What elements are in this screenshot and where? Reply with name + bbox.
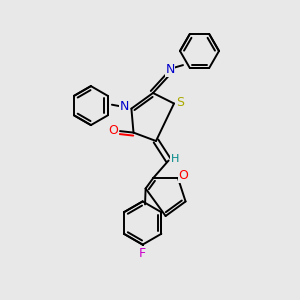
Text: H: H	[170, 154, 179, 164]
Text: F: F	[139, 247, 146, 260]
Text: S: S	[177, 95, 184, 109]
Text: O: O	[109, 124, 118, 137]
Text: O: O	[178, 169, 188, 182]
Text: N: N	[165, 63, 175, 76]
Text: N: N	[120, 100, 130, 113]
